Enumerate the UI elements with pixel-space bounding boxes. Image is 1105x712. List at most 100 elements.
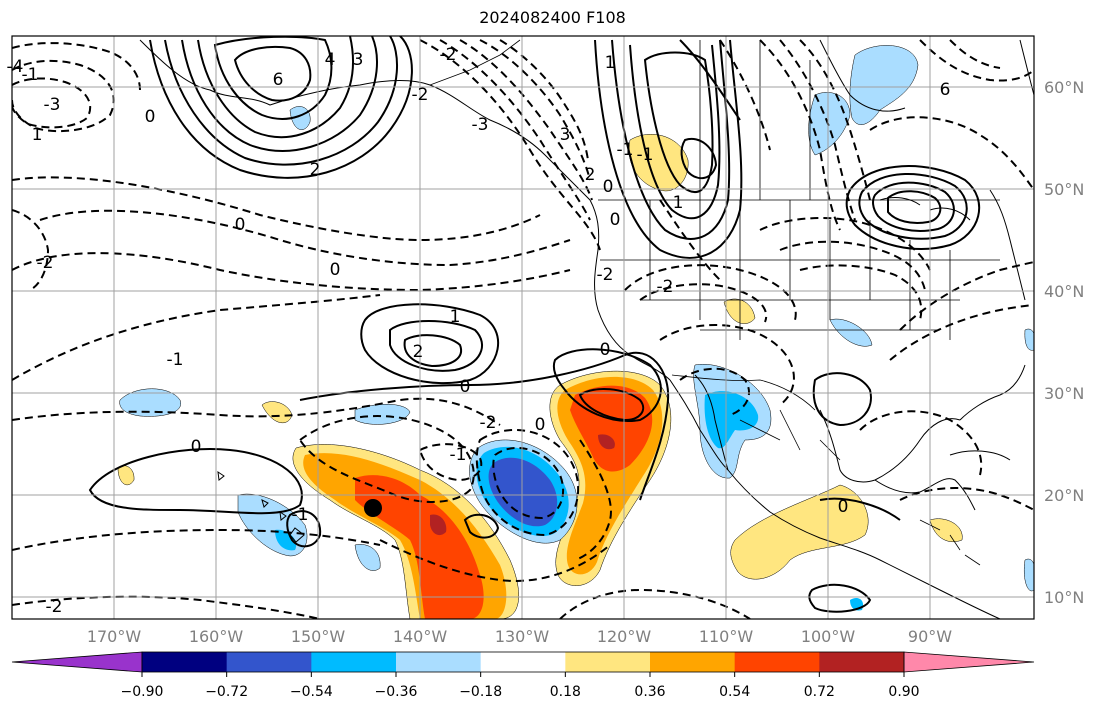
contour-us-mid-2 [719,39,771,151]
latitude-label: 10°N [1044,588,1084,607]
contour-value-label: 1 [605,53,616,73]
contour-us-low-2 [639,283,768,323]
solid-contours [88,36,981,613]
contour-value-label: 0 [235,215,246,235]
latitude-label: 20°N [1044,486,1084,505]
contour-value-label: 1 [450,307,461,327]
contour-value-label: -1 [450,445,467,465]
contour-value-label: -1 [292,505,309,525]
contour-pacific-west-2 [39,209,571,267]
contour-alaska-high-3 [181,36,378,152]
contour-tropical-low-3 [475,429,580,537]
contour-us-low-1 [624,264,797,321]
contour-value-label: 0 [600,340,611,360]
longitude-label: 160°W [189,627,244,646]
contour-value-label: 3 [353,50,364,70]
contour-value-label: 2 [310,160,321,180]
colorbar-tick-label: −0.90 [121,684,164,700]
contour-mexico-low-1 [659,324,795,406]
contour-value-label: 0 [145,107,156,127]
contour-mexico-low-2 [679,367,750,416]
contour-north-line [679,39,741,121]
contour-value-label: 0 [838,497,849,517]
coastline-mexico-west [727,469,1001,619]
contour-coast-2 [578,388,645,422]
contour-value-label: 0 [460,377,471,397]
latitude-label: 30°N [1044,384,1084,403]
contour-value-label: 1 [32,125,43,145]
contour-value-label: 3 [560,125,571,145]
colorbar-tick-label: −0.18 [459,684,502,700]
contour-east-high-3 [872,181,955,232]
contour-hudson-high-5 [680,137,718,180]
coastline-east [989,189,1026,301]
contour-tropical-low-6 [559,588,751,619]
contour-value-label: -2 [440,45,457,65]
colorbar [11,651,1035,673]
latitude-labels: 60°N 50°N 40°N 30°N 20°N 10°N [1044,78,1084,607]
island-hawaii-2 [279,510,287,521]
contour-us-mid-1 [659,199,721,281]
contour-value-label: 6 [273,70,284,90]
longitude-labels: 170°W 160°W 150°W 140°W 130°W 120°W 110°W 100°W… [87,627,952,646]
contour-us-low-4 [779,240,926,291]
contour-value-label: -3 [472,115,489,135]
colorbar-segment [565,652,651,672]
contour-pacific-south-3 [12,595,321,619]
contour-value-label: 0 [610,210,621,230]
contour-alaska-west-low-2 [12,77,92,129]
warm-region-east-peak [598,434,615,450]
contour-gulf-low-4 [479,39,591,181]
contour-caribbean [808,583,872,613]
contour-canada-low-5 [919,39,1034,82]
cold-region-hawaii-core [275,529,297,551]
contour-value-label: 0 [330,260,341,280]
cold-region-east-2 [1024,328,1034,351]
longitude-label: 100°W [801,627,856,646]
contour-small-circle-2 [286,510,322,548]
contour-east-low-2 [889,304,1034,361]
colorbar-extend-low [11,651,143,673]
cold-region-texas [829,318,873,347]
contour-tropical-low-5 [379,539,611,582]
contour-value-label: -2 [657,277,674,297]
contour-value-label: 4 [325,50,336,70]
coastline-alaska [139,39,591,201]
longitude-label: 170°W [87,627,142,646]
longitude-label: 150°W [291,627,346,646]
cold-region-east-edge [1024,558,1034,592]
contour-alaska-west-low-3 [12,42,141,91]
longitude-label: 90°W [908,627,952,646]
contour-tropical-low-4 [492,446,565,520]
storm-center-marker [364,499,382,517]
contour-dateline-1 [12,209,50,291]
colorbar-tick-label: −0.54 [290,684,333,700]
contour-small-circle-1 [463,513,500,539]
contour-east-high-2 [858,172,968,240]
colorbar-tick-label: −0.72 [205,684,248,700]
map-border [11,35,1035,620]
warm-region-west-core [355,475,484,619]
colorbar-tick-label: 0.90 [888,684,919,700]
contour-pacific-south-2 [12,528,381,551]
colorbar-segment [226,652,312,672]
contour-canada-low-6 [949,39,1001,69]
warm-region-central-america [730,484,869,580]
colorbar-segment [311,652,397,672]
contour-tropical-low-2 [418,443,483,482]
contour-value-label: 0 [535,415,546,435]
warm-region-small-4 [723,298,756,324]
contour-value-label: -1 [617,140,634,160]
colorbar-labels: −0.90 −0.72 −0.54 −0.36 −0.18 0.18 0.36 0.54 0.7… [121,672,920,700]
contour-us-low-3 [759,217,931,271]
longitude-label: 130°W [495,627,550,646]
coastline-greenland-edge [1019,39,1034,96]
contour-gulf-low-1 [419,39,601,251]
colorbar-segment [819,652,905,672]
contour-alaska-west-low-1 [12,59,115,133]
contour-value-label: -2 [412,85,429,105]
colorbar-segment [396,652,482,672]
map-title: 2024082400 F108 [479,8,626,27]
dashed-contours [12,39,1034,619]
